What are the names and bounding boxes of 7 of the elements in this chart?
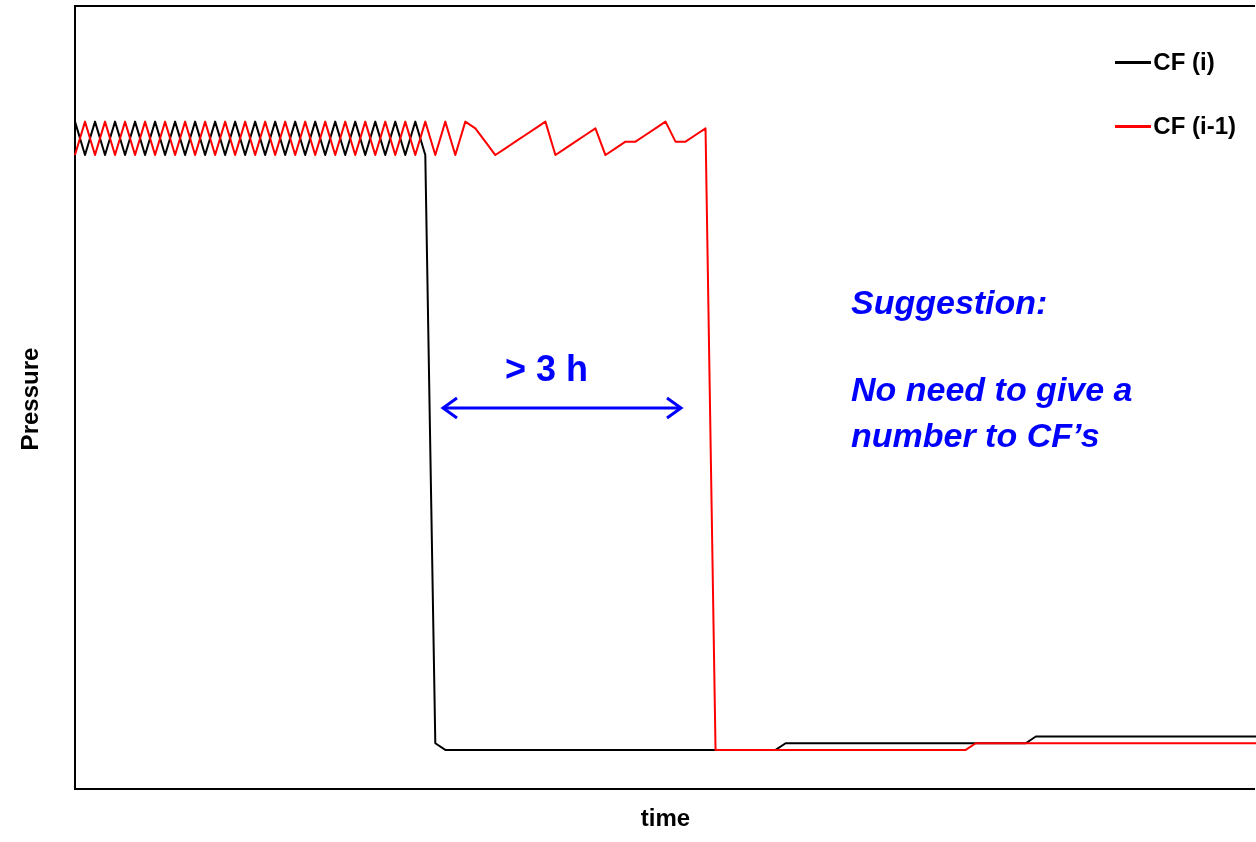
legend-label: CF (i-1) [1153, 112, 1236, 140]
annotation: > 3 h [505, 348, 589, 390]
y-axis-title: Pressure [16, 347, 44, 451]
annotation: Suggestion: [851, 283, 1048, 322]
legend-label: CF (i) [1153, 48, 1215, 76]
x-axis-title: time [639, 804, 692, 832]
annotation: No need to give a number to CF’s [851, 369, 1134, 456]
